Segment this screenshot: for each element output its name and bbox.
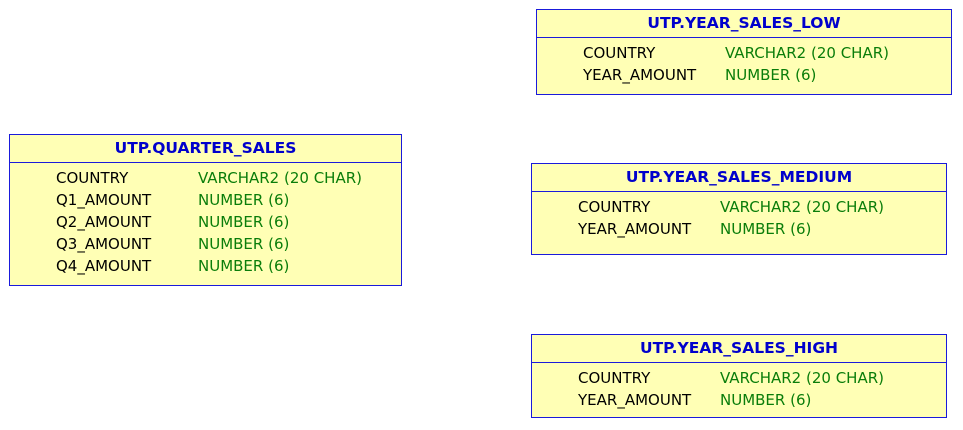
column-type: NUMBER (6) — [198, 257, 290, 275]
column-name: Q3_AMOUNT — [56, 235, 152, 253]
column-type: NUMBER (6) — [720, 391, 812, 409]
table-quarter-sales[interactable]: UTP.QUARTER_SALES COUNTRY VARCHAR2 (20 C… — [9, 134, 402, 286]
column-type: VARCHAR2 (20 CHAR) — [725, 44, 889, 62]
column-type: NUMBER (6) — [725, 66, 817, 84]
column-name: COUNTRY — [583, 44, 656, 62]
table-title: UTP.YEAR_SALES_HIGH — [532, 335, 946, 363]
column-row: YEAR_AMOUNT NUMBER (6) — [532, 218, 946, 240]
column-row: Q2_AMOUNT NUMBER (6) — [10, 211, 401, 233]
table-columns: COUNTRY VARCHAR2 (20 CHAR) YEAR_AMOUNT N… — [532, 363, 946, 411]
column-name: COUNTRY — [578, 369, 651, 387]
table-year-sales-medium[interactable]: UTP.YEAR_SALES_MEDIUM COUNTRY VARCHAR2 (… — [531, 163, 947, 255]
column-row: COUNTRY VARCHAR2 (20 CHAR) — [532, 367, 946, 389]
column-name: COUNTRY — [56, 169, 129, 187]
column-type: NUMBER (6) — [198, 235, 290, 253]
table-title: UTP.YEAR_SALES_LOW — [537, 10, 951, 38]
column-type: NUMBER (6) — [198, 191, 290, 209]
table-title: UTP.QUARTER_SALES — [10, 135, 401, 163]
table-year-sales-low[interactable]: UTP.YEAR_SALES_LOW COUNTRY VARCHAR2 (20 … — [536, 9, 952, 95]
column-type: NUMBER (6) — [720, 220, 812, 238]
column-row: Q3_AMOUNT NUMBER (6) — [10, 233, 401, 255]
table-year-sales-high[interactable]: UTP.YEAR_SALES_HIGH COUNTRY VARCHAR2 (20… — [531, 334, 947, 418]
column-row: COUNTRY VARCHAR2 (20 CHAR) — [537, 42, 951, 64]
column-type: VARCHAR2 (20 CHAR) — [720, 369, 884, 387]
column-row: COUNTRY VARCHAR2 (20 CHAR) — [532, 196, 946, 218]
column-type: NUMBER (6) — [198, 213, 290, 231]
column-row: YEAR_AMOUNT NUMBER (6) — [532, 389, 946, 411]
column-row: Q4_AMOUNT NUMBER (6) — [10, 255, 401, 277]
table-title: UTP.YEAR_SALES_MEDIUM — [532, 164, 946, 192]
column-type: VARCHAR2 (20 CHAR) — [198, 169, 362, 187]
table-columns: COUNTRY VARCHAR2 (20 CHAR) YEAR_AMOUNT N… — [532, 192, 946, 240]
column-name: Q1_AMOUNT — [56, 191, 152, 209]
column-row: Q1_AMOUNT NUMBER (6) — [10, 189, 401, 211]
column-row: YEAR_AMOUNT NUMBER (6) — [537, 64, 951, 86]
column-name: YEAR_AMOUNT — [578, 391, 692, 409]
column-name: COUNTRY — [578, 198, 651, 216]
column-row: COUNTRY VARCHAR2 (20 CHAR) — [10, 167, 401, 189]
column-name: Q4_AMOUNT — [56, 257, 152, 275]
column-name: YEAR_AMOUNT — [578, 220, 692, 238]
column-name: YEAR_AMOUNT — [583, 66, 697, 84]
table-columns: COUNTRY VARCHAR2 (20 CHAR) Q1_AMOUNT NUM… — [10, 163, 401, 277]
table-columns: COUNTRY VARCHAR2 (20 CHAR) YEAR_AMOUNT N… — [537, 38, 951, 86]
column-type: VARCHAR2 (20 CHAR) — [720, 198, 884, 216]
column-name: Q2_AMOUNT — [56, 213, 152, 231]
